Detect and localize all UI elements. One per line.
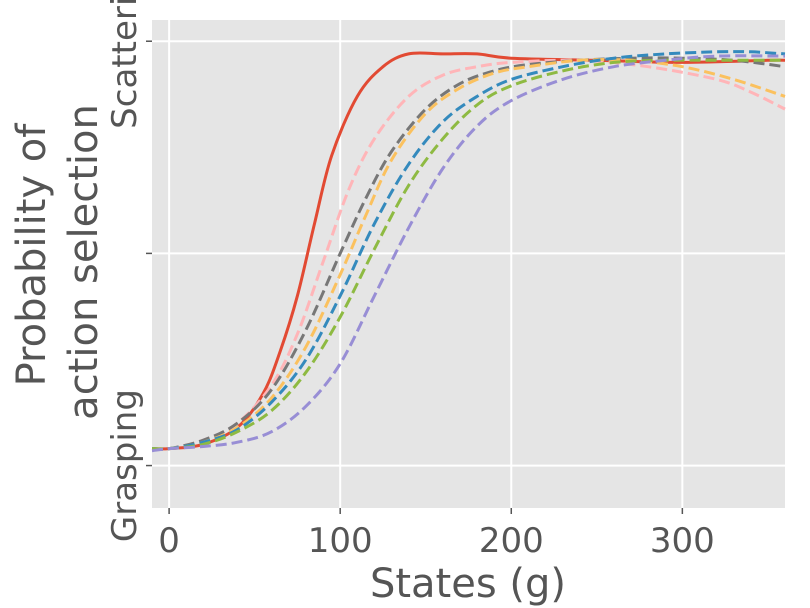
y-axis-title: Probability of action selection [9, 104, 107, 420]
series-line-5 [151, 50, 786, 451]
y-tick-label: Grasping [105, 389, 145, 542]
x-tick-label: 0 [158, 521, 180, 561]
series-line-7 [151, 54, 786, 453]
y-axis-title-line-1: Probability of [9, 123, 55, 387]
series-line-6 [151, 58, 785, 451]
x-tick-label: 100 [308, 521, 373, 561]
y-axis-title-line-2: action selection [61, 104, 107, 420]
series-line-3 [151, 56, 786, 451]
x-axis-title: States (g) [370, 561, 566, 607]
plot-background [152, 20, 785, 508]
axes: 0 100 200 300 Grasping Scattering [105, 0, 715, 561]
x-tick-label: 200 [479, 521, 544, 561]
y-tick-label: Scattering [105, 0, 145, 129]
x-tick-label: 300 [650, 521, 715, 561]
series-group [151, 50, 786, 453]
